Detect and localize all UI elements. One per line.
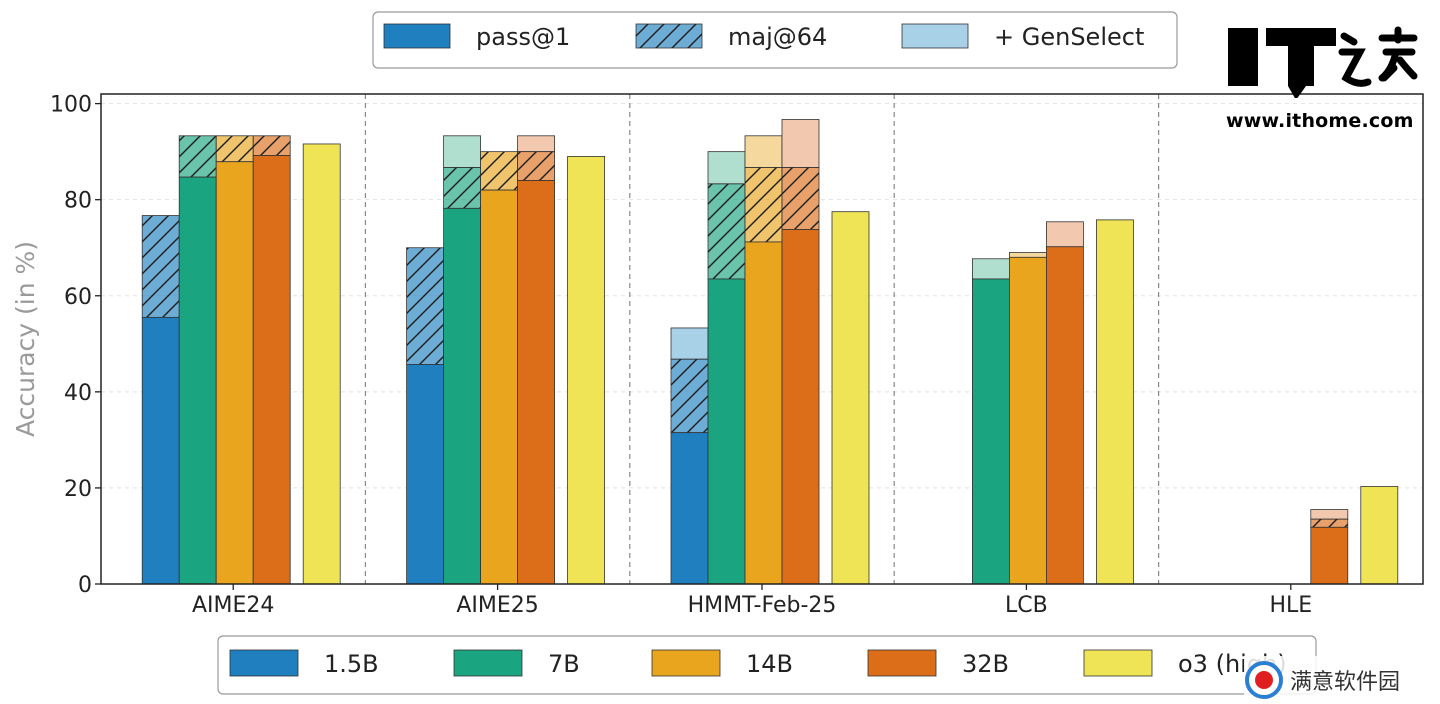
bar-pass1 <box>215 161 254 585</box>
legend-label: pass@1 <box>476 23 570 51</box>
bar-maj64-hatch <box>1310 519 1348 528</box>
bar-pass1 <box>443 207 482 585</box>
bar-pass1 <box>480 189 519 585</box>
bar-pass1 <box>567 156 605 585</box>
legend-label: 7B <box>548 650 580 678</box>
legend-swatch-model <box>651 649 721 677</box>
legend-swatch-genselect <box>901 23 969 49</box>
x-ticks: AIME24 AIME25 HMMT-Feb-25 LCB HLE <box>192 584 1312 618</box>
bar-genselect <box>670 327 709 360</box>
bar-maj64-hatch <box>406 247 444 365</box>
bar-maj64-hatch <box>782 167 819 230</box>
bar-pass1 <box>141 316 180 585</box>
bar-genselect <box>744 135 783 168</box>
y-tick-label: 40 <box>64 381 92 406</box>
bars <box>141 119 1399 585</box>
x-tick-label: LCB <box>1005 593 1048 618</box>
legend-swatch-model <box>1083 649 1153 677</box>
bar-maj64-hatch <box>179 135 217 178</box>
bar-genselect <box>1046 221 1084 248</box>
legend-swatch-model <box>229 649 299 677</box>
bar-pass1 <box>406 364 445 585</box>
y-tick-label: 100 <box>50 93 92 118</box>
bar-pass1 <box>178 176 217 585</box>
bar-pass1 <box>831 211 870 585</box>
bar-genselect <box>1009 252 1047 258</box>
bar-pass1 <box>744 241 783 585</box>
bar-genselect <box>517 135 555 153</box>
ithome-watermark: www.ithome.com <box>1226 26 1422 132</box>
legend-swatch-pass1 <box>383 23 451 49</box>
bar-genselect <box>972 258 1010 280</box>
x-tick-label: AIME24 <box>192 593 274 618</box>
bar-genselect <box>1310 509 1349 520</box>
y-axis-label: Accuracy (in %) <box>11 241 40 437</box>
bar-pass1 <box>517 180 555 585</box>
legend-label: 32B <box>962 650 1009 678</box>
bar-pass1 <box>1310 526 1349 585</box>
legend-label: + GenSelect <box>994 23 1144 51</box>
bar-maj64-hatch <box>443 167 481 209</box>
ithome-url: www.ithome.com <box>1226 110 1414 132</box>
bar-pass1 <box>781 229 820 585</box>
bar-maj64-hatch <box>517 151 555 181</box>
bar-genselect <box>443 135 482 168</box>
metric-legend: pass@1 maj@64 + GenSelect <box>372 11 1178 69</box>
metric-legend-box <box>372 11 1178 69</box>
bar-pass1 <box>1360 486 1399 585</box>
y-tick-label: 80 <box>64 189 92 214</box>
record-logo-icon <box>1245 661 1283 699</box>
legend-swatch-maj64-hatch <box>636 24 702 48</box>
bar-maj64-hatch <box>480 151 518 191</box>
bar-pass1 <box>670 432 709 585</box>
bar-genselect <box>707 151 746 185</box>
x-tick-label: AIME25 <box>456 593 538 618</box>
bar-genselect <box>781 119 820 168</box>
bar-pass1 <box>1009 256 1047 585</box>
y-tick-label: 0 <box>78 573 92 598</box>
y-tick-label: 60 <box>64 285 92 310</box>
bar-maj64-hatch <box>671 359 708 433</box>
bar-pass1 <box>252 155 291 585</box>
bar-maj64-hatch <box>708 183 745 279</box>
x-tick-label: HLE <box>1269 593 1312 618</box>
y-ticks: 0 20 40 60 80 100 <box>50 93 101 598</box>
bar-pass1 <box>972 278 1010 585</box>
bar-maj64-hatch <box>142 215 180 318</box>
bar-maj64-hatch <box>253 135 291 156</box>
y-tick-label: 20 <box>64 477 92 502</box>
legend-label: 14B <box>746 650 793 678</box>
bar-maj64-hatch <box>216 135 254 162</box>
ithome-logo <box>1228 26 1418 98</box>
category-separators <box>364 94 1160 584</box>
legend-label: 1.5B <box>324 650 379 678</box>
legend-swatch-model <box>453 649 523 677</box>
secondary-watermark: 满意软件园 <box>1244 656 1407 704</box>
bar-pass1 <box>302 143 341 585</box>
bar-maj64-hatch <box>745 167 782 242</box>
bar-pass1 <box>707 278 746 585</box>
x-tick-label: HMMT-Feb-25 <box>688 593 837 618</box>
legend-swatch-model <box>867 649 937 677</box>
bar-pass1 <box>1096 219 1134 585</box>
model-legend: 1.5B 7B 14B 32B o3 (high) <box>217 635 1317 695</box>
secondary-watermark-text: 满意软件园 <box>1290 670 1401 695</box>
bar-pass1 <box>1046 246 1084 585</box>
legend-label: maj@64 <box>728 23 827 51</box>
